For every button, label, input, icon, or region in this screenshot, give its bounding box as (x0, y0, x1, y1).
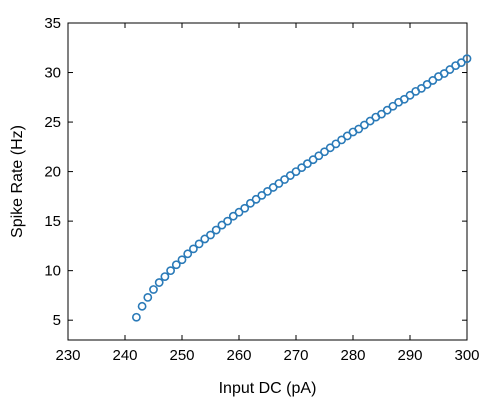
data-point (416, 83, 426, 93)
data-point (405, 90, 415, 100)
plot-area (67, 22, 468, 341)
data-point (257, 190, 267, 200)
data-point (354, 124, 364, 134)
data-point (137, 301, 147, 311)
data-point (240, 203, 250, 213)
data-point (228, 211, 238, 221)
x-tick-label: 250 (169, 347, 194, 364)
x-tick-label: 240 (112, 347, 137, 364)
y-tick-label: 25 (44, 114, 61, 131)
x-tick-label: 270 (283, 347, 308, 364)
y-tick-label: 30 (44, 65, 61, 82)
data-point (223, 216, 232, 226)
data-point (194, 239, 204, 249)
data-point (297, 163, 307, 173)
data-point (268, 183, 278, 192)
x-tick-label: 230 (55, 347, 80, 364)
data-point (388, 101, 398, 111)
data-point (382, 105, 392, 115)
data-point (377, 109, 386, 119)
data-series (131, 54, 472, 322)
data-point (428, 76, 438, 85)
data-point (302, 159, 312, 169)
y-tick-label: 35 (44, 15, 61, 32)
data-point (274, 179, 284, 188)
data-point (251, 194, 261, 204)
data-point (217, 220, 227, 230)
data-point (177, 255, 187, 265)
data-point (337, 135, 346, 145)
y-axis-label: Spike Rate (Hz) (9, 125, 26, 238)
data-point (211, 225, 221, 235)
y-tick-label: 20 (44, 164, 61, 181)
data-point (422, 80, 432, 89)
data-point (160, 272, 170, 281)
x-axis-label: Input DC (pA) (219, 380, 317, 397)
data-point (325, 143, 335, 153)
data-point (314, 151, 324, 161)
data-point (439, 69, 449, 78)
data-point (245, 198, 255, 208)
data-point (399, 94, 409, 104)
data-point (171, 260, 181, 270)
y-tick-label: 15 (44, 213, 61, 230)
x-tick-label: 290 (397, 347, 422, 364)
data-point (462, 54, 472, 64)
plot-frame (67, 22, 468, 341)
data-point (183, 249, 193, 259)
data-point (131, 312, 141, 322)
data-point (263, 187, 272, 196)
x-axis: 230 240 250 260 270 280 290 300 (55, 23, 480, 364)
data-point (285, 171, 295, 180)
x-tick-label: 260 (226, 347, 251, 364)
data-point (342, 131, 352, 141)
data-point (234, 207, 244, 217)
data-point (456, 58, 466, 68)
data-point (200, 234, 210, 244)
x-tick-label: 300 (454, 347, 479, 364)
data-point (154, 278, 164, 287)
y-tick-label: 10 (44, 263, 61, 280)
data-point (143, 293, 153, 302)
y-axis: 5 10 15 20 25 30 35 (44, 15, 467, 329)
data-point (206, 230, 215, 240)
data-point (320, 147, 329, 157)
data-point (445, 65, 455, 74)
data-point (280, 175, 289, 184)
x-tick-label: 280 (340, 347, 365, 364)
data-point (291, 167, 301, 176)
y-tick-label: 5 (53, 312, 61, 329)
data-point (188, 244, 198, 254)
data-point (149, 285, 158, 294)
data-point (308, 155, 318, 165)
data-point (166, 266, 175, 276)
data-point (331, 139, 341, 149)
data-point (365, 116, 375, 126)
data-point (359, 120, 369, 130)
